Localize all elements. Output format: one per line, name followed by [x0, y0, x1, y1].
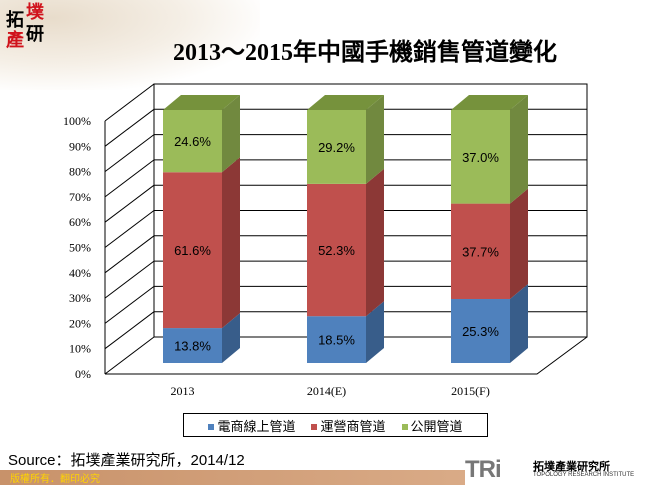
legend-item: 電商線上管道: [208, 416, 295, 435]
x-tick-label: 2013: [171, 384, 195, 398]
data-label: 24.6%: [174, 134, 211, 149]
legend: 電商線上管道 運營商管道 公開管道: [183, 413, 488, 437]
side-gridline: [104, 83, 155, 122]
page-title: 2013～2015年中國手機銷售管道變化: [173, 40, 557, 66]
data-label: 29.2%: [318, 140, 355, 155]
bar-segment: [163, 328, 222, 363]
side-gridline: [104, 260, 155, 299]
y-tick-label: 70%: [69, 190, 91, 204]
data-label: 37.7%: [462, 244, 499, 259]
side-gridline: [104, 210, 155, 248]
side-gridline: [104, 336, 155, 375]
data-label: 37.0%: [462, 150, 499, 165]
bar-side: [366, 301, 384, 363]
side-gridline: [104, 108, 155, 147]
bar-side: [510, 95, 528, 204]
y-tick-label: 100%: [63, 114, 91, 128]
y-tick-label: 80%: [69, 165, 91, 179]
y-tick-label: 20%: [69, 316, 91, 330]
side-gridline: [104, 311, 155, 350]
side-gridline: [104, 184, 155, 223]
floor-edge: [105, 336, 588, 375]
y-tick-label: 60%: [69, 215, 91, 229]
bar-side: [222, 313, 240, 363]
side-gridline: [104, 134, 155, 172]
bar-segment: [307, 316, 366, 363]
bar-segment: [307, 110, 366, 184]
data-label: 52.3%: [318, 243, 355, 258]
source-text: Source：拓墣產業研究所，2014/12: [8, 452, 245, 469]
data-label: 13.8%: [174, 339, 211, 354]
bar-side: [366, 168, 384, 317]
copyright: 版權所有．翻印必究: [10, 474, 100, 485]
bar-side: [222, 95, 240, 173]
bar-side: [510, 188, 528, 299]
legend-item: 運營商管道: [311, 416, 386, 435]
bar-top: [307, 95, 384, 110]
bar-segment: [451, 203, 510, 299]
y-tick-label: 10%: [69, 342, 91, 356]
bar-side: [510, 283, 528, 363]
data-label: 25.3%: [462, 324, 499, 339]
side-gridline: [104, 235, 155, 274]
y-tick-label: 90%: [69, 139, 91, 153]
y-tick-label: 40%: [69, 266, 91, 280]
data-label: 61.6%: [174, 243, 211, 258]
bar-segment: [451, 298, 510, 363]
legend-item: 公開管道: [401, 416, 463, 435]
background-map: [0, 0, 260, 90]
bar-side: [366, 95, 384, 184]
bar-segment: [163, 172, 222, 329]
logo: 拓墣 產研: [6, 2, 44, 51]
y-tick-label: 0%: [75, 367, 91, 381]
y-tick-label: 50%: [69, 241, 91, 255]
bar-segment: [307, 183, 366, 317]
tri-logo: TRi 拓墣產業研究所 TOPOLOGY RESEARCH INSTITUTE: [465, 456, 650, 485]
x-tick-label: 2015(F): [451, 384, 490, 398]
bar-side: [222, 157, 240, 329]
bar-segment: [163, 110, 222, 173]
y-tick-label: 30%: [69, 291, 91, 305]
x-tick-label: 2014(E): [307, 384, 346, 398]
data-label: 18.5%: [318, 333, 355, 348]
bar-top: [163, 95, 240, 110]
side-gridline: [104, 159, 155, 198]
bar-segment: [451, 110, 510, 204]
bar-top: [451, 95, 528, 110]
side-gridline: [104, 286, 155, 324]
